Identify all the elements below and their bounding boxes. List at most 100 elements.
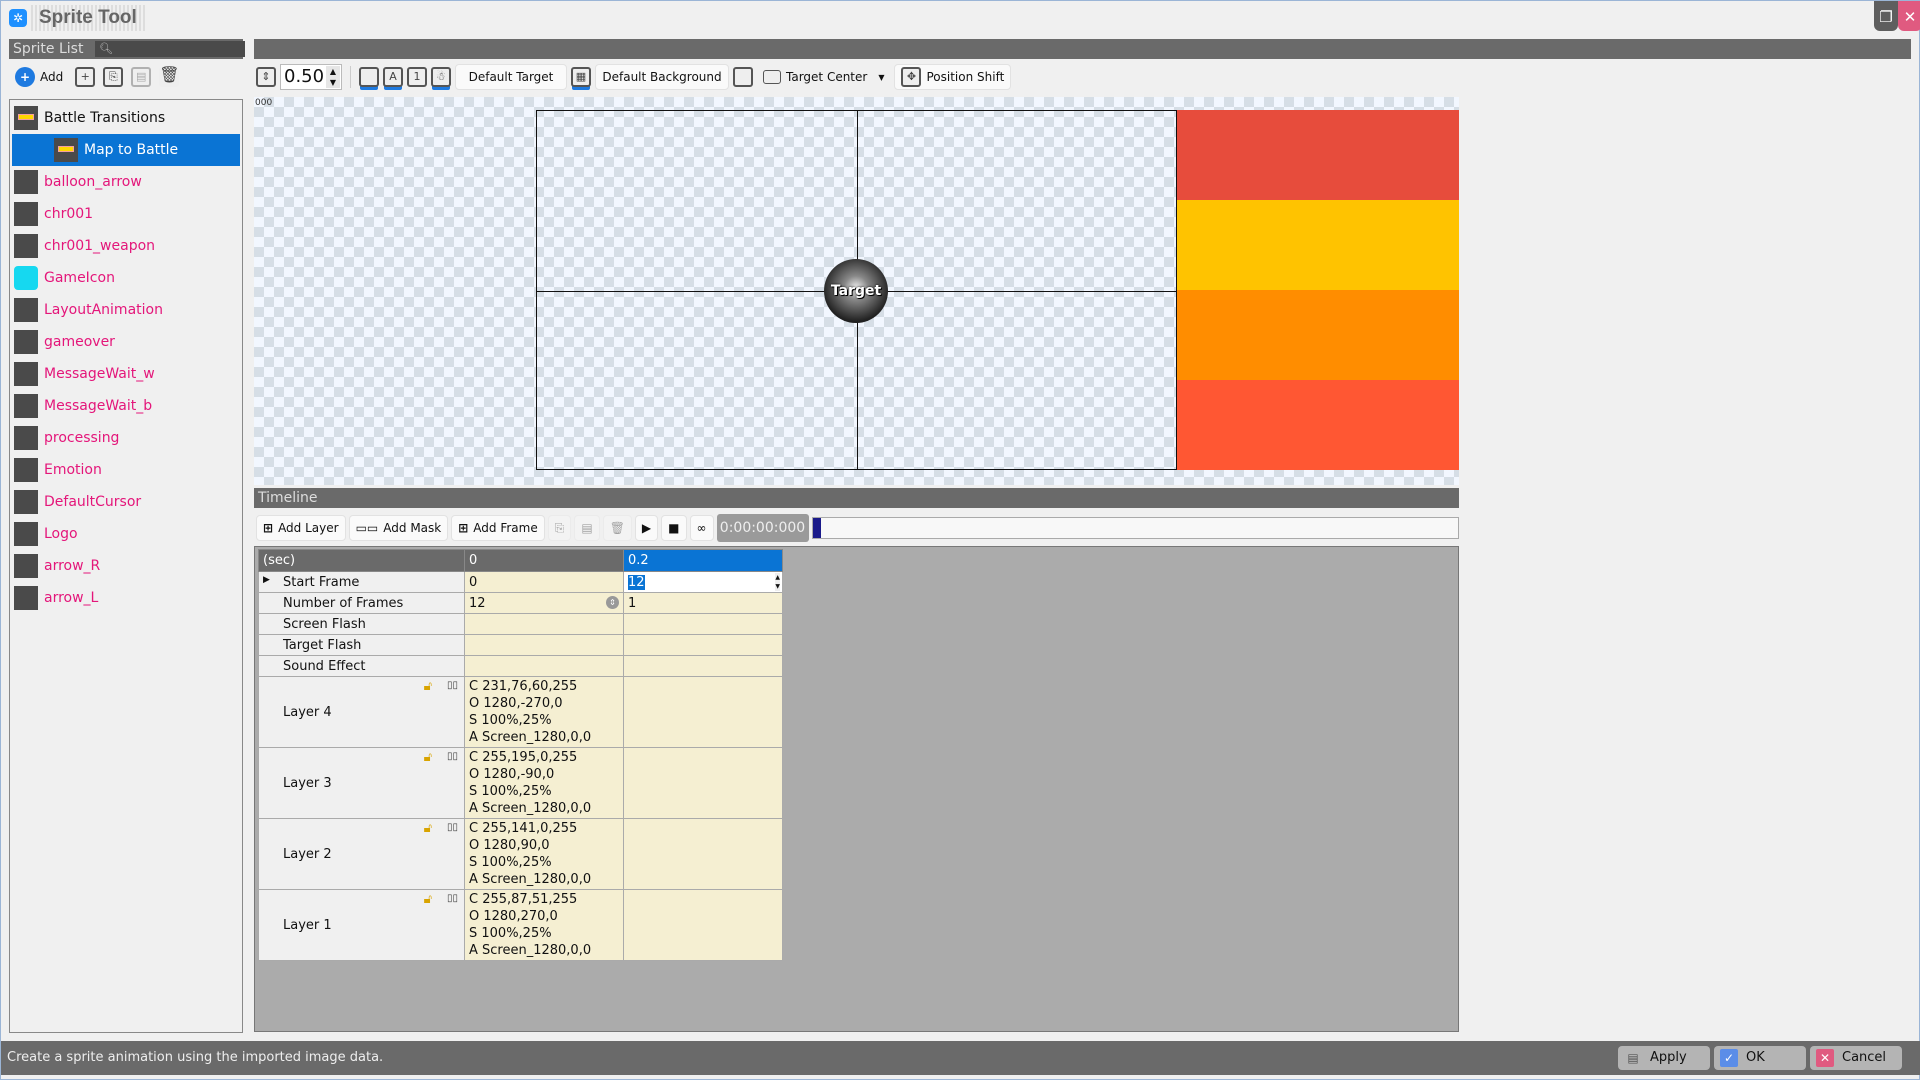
frame-cell[interactable] (464, 634, 624, 656)
expand-arrow-icon[interactable]: ▶ (263, 574, 270, 585)
layer-frame-cell[interactable]: C 255,195,0,255 O 1280,-90,0 S 100%,25% A S… (464, 747, 624, 819)
sprite-list-item[interactable]: LayoutAnimation (12, 294, 240, 326)
trash-icon[interactable]: 🗑︎ (159, 67, 180, 87)
apply-button[interactable]: ▤ Apply (1618, 1046, 1710, 1070)
copy-icon[interactable]: ⎘ (103, 67, 124, 87)
default-background-button[interactable]: Default Background (595, 64, 729, 90)
layer-label[interactable]: Layer 2 🔓︎ ▯▯ (258, 818, 465, 890)
layer-frame-cell[interactable]: C 255,87,51,255 O 1280,270,0 S 100%,25% A S… (464, 889, 624, 961)
sprite-list-item[interactable]: MessageWait_w (12, 358, 240, 390)
sprite-list-item[interactable]: GameIcon (12, 262, 240, 294)
layer-label[interactable]: Layer 1 🔓︎ ▯▯ (258, 889, 465, 961)
copy-frame-button[interactable]: ⎘ (547, 515, 572, 541)
frame-view-icon[interactable] (359, 67, 379, 87)
timeline-scrubber[interactable] (811, 517, 1459, 539)
timeline-toolbar: ⊞ Add Layer ▭▭ Add Mask ⊞ Add Frame ⎘ ▤ 🗑︎ … (256, 514, 1459, 542)
sprite-list-item-label: MessageWait_b (44, 398, 153, 414)
layer-property-line: S 100%,25% (469, 926, 552, 941)
background-image-icon[interactable]: ▦ (571, 67, 591, 87)
stop-button[interactable]: ■ (661, 515, 687, 541)
row-label-text: Target Flash (283, 637, 362, 653)
sprite-list-item[interactable]: Logo (12, 518, 240, 550)
layer-label[interactable]: Layer 3 🔓︎ ▯▯ (258, 747, 465, 819)
zoom-stepper[interactable]: 0.50 ▲ ▼ (280, 64, 342, 90)
preview-canvas[interactable]: 000 Target (254, 97, 1459, 485)
layer-label[interactable]: Layer 4 🔓︎ ▯▯ (258, 676, 465, 748)
fit-icon[interactable]: ⇕ (256, 67, 276, 87)
target-center-dropdown[interactable]: Target Center ▼ (757, 64, 891, 90)
frame-column-1[interactable]: 0.2 (623, 549, 783, 572)
delete-frame-button[interactable]: 🗑︎ (602, 515, 632, 541)
frame-cell[interactable]: 0 (464, 571, 624, 593)
duplicate-icon[interactable]: + (75, 67, 96, 87)
stepper-arrows-icon[interactable]: ▲ ▼ (326, 66, 340, 88)
layer-frame-cell[interactable] (623, 747, 783, 819)
sprite-list-item[interactable]: chr001 (12, 198, 240, 230)
resize-handle-icon[interactable]: ⇕ (606, 596, 619, 609)
layer-frame-cell[interactable] (623, 889, 783, 961)
sprite-list-item[interactable]: arrow_R (12, 550, 240, 582)
default-target-button[interactable]: Default Target (455, 64, 567, 90)
layout-icon[interactable] (733, 67, 753, 87)
sprite-thumbnail-icon (14, 330, 38, 354)
sprite-list-item[interactable]: arrow_L (12, 582, 240, 614)
film-frame-icon: ⊞ (458, 521, 469, 535)
unlock-icon[interactable]: 🔓︎ (423, 892, 432, 907)
sprite-list-title: Sprite List (13, 41, 84, 57)
link-icon[interactable]: ▯▯ (446, 680, 458, 691)
unlock-icon[interactable]: 🔓︎ (423, 750, 432, 765)
frame-column-0[interactable]: 0 (464, 549, 624, 572)
layer-frame-cell[interactable] (623, 676, 783, 748)
scrubber-handle[interactable] (812, 518, 821, 538)
sprite-list-item[interactable]: balloon_arrow (12, 166, 240, 198)
sprite-list-item[interactable]: gameover (12, 326, 240, 358)
link-icon[interactable]: ▯▯ (446, 822, 458, 833)
add-sprite-button[interactable]: + Add (11, 64, 68, 90)
add-label: Add (40, 70, 64, 84)
play-button[interactable]: ▶ (634, 515, 659, 541)
layer-property-line: O 1280,-270,0 (469, 696, 563, 711)
paste-frame-button[interactable]: ▤ (574, 515, 600, 541)
frame-cell[interactable] (464, 613, 624, 635)
sprite-list-item[interactable]: Map to Battle (12, 134, 240, 166)
frame-cell[interactable] (464, 655, 624, 677)
sprite-search-input[interactable]: 🔍︎ (95, 41, 245, 57)
sprite-list-item[interactable]: chr001_weapon (12, 230, 240, 262)
sprite-thumbnail-icon (14, 586, 38, 610)
unlock-icon[interactable]: 🔓︎ (423, 821, 432, 836)
sprite-list-item[interactable]: Emotion (12, 454, 240, 486)
cancel-button[interactable]: ✕ Cancel (1810, 1046, 1902, 1070)
ok-button[interactable]: ✓ OK (1714, 1046, 1806, 1070)
add-layer-button[interactable]: ⊞ Add Layer (256, 515, 346, 541)
layer-frame-cell[interactable]: C 231,76,60,255 O 1280,-270,0 S 100%,25% A … (464, 676, 624, 748)
frame-cell[interactable] (623, 613, 783, 635)
paste-icon[interactable]: ▤ (131, 67, 152, 87)
add-frame-button[interactable]: ⊞ Add Frame (451, 515, 545, 541)
all-layers-icon[interactable]: A (383, 67, 403, 87)
sprite-list: Battle Transitions Map to Battle balloon_a… (9, 99, 243, 1033)
sprite-list-item[interactable]: Battle Transitions (12, 102, 240, 134)
loop-button[interactable]: ∞ (689, 515, 714, 541)
character-icon[interactable]: ☃ (431, 67, 451, 87)
frame-cell[interactable]: 12 ⇕ (464, 592, 624, 614)
layer-frame-cell[interactable] (623, 818, 783, 890)
sprite-list-item[interactable]: processing (12, 422, 240, 454)
stepper-arrows-icon[interactable]: ▲ ▼ (775, 573, 780, 591)
frame-cell[interactable]: 1 (623, 592, 783, 614)
unlock-icon[interactable]: 🔓︎ (423, 679, 432, 694)
layer-frame-cell[interactable]: C 255,141,0,255 O 1280,90,0 S 100%,25% A Sc… (464, 818, 624, 890)
link-icon[interactable]: ▯▯ (446, 893, 458, 904)
frame-cell[interactable] (623, 634, 783, 656)
restore-icon[interactable]: ❐ (1874, 1, 1898, 31)
single-layer-icon[interactable]: 1 (407, 67, 427, 87)
sprite-thumbnail-icon (14, 106, 38, 130)
link-icon[interactable]: ▯▯ (446, 751, 458, 762)
frame-cell[interactable] (623, 655, 783, 677)
target-marker[interactable]: Target (824, 259, 888, 323)
sprite-list-item[interactable]: DefaultCursor (12, 486, 240, 518)
sprite-list-item[interactable]: MessageWait_b (12, 390, 240, 422)
close-icon[interactable]: ✕ (1898, 1, 1920, 31)
frame-cell[interactable]: 12 ▲ ▼ (623, 571, 783, 593)
position-shift-button[interactable]: ✥ Position Shift (894, 64, 1012, 90)
add-mask-button[interactable]: ▭▭ Add Mask (348, 515, 449, 541)
